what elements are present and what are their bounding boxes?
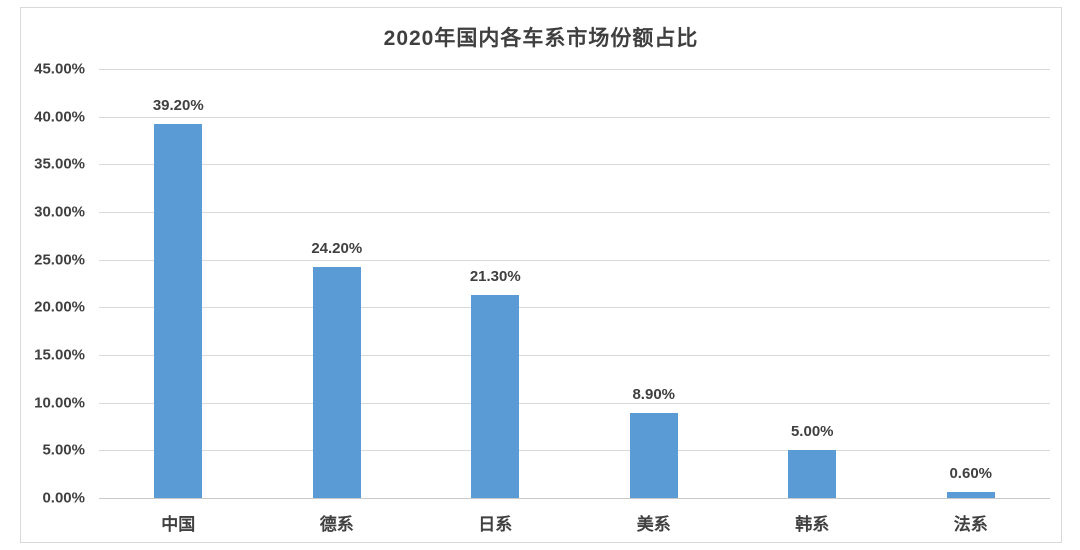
y-axis-tick-label: 0.00%	[42, 489, 85, 507]
gridline	[99, 69, 1050, 70]
gridline	[99, 259, 1050, 261]
x-axis-category-label: 日系	[478, 515, 513, 534]
x-axis-category-label: 法系	[953, 515, 988, 534]
y-axis-tick-label: 10.00%	[34, 394, 85, 412]
y-axis-tick-label: 45.00%	[34, 60, 85, 78]
bar-德系	[312, 267, 361, 498]
plot-area: 45.00% 40.00% 35.00% 30.00% 25.00% 20.00% 15.0…	[34, 61, 1050, 534]
bar-法系	[946, 492, 995, 498]
y-axis-tick-label: 25.00%	[34, 251, 85, 269]
bar-美系	[629, 413, 678, 498]
bar-value-label: 0.60%	[949, 465, 993, 483]
y-axis-tick-label: 20.00%	[34, 298, 85, 316]
chart-frame: 2020年国内各车系市场份额占比 45.00% 40.00% 35.00% 30.00…	[20, 7, 1062, 543]
bar-日系	[471, 294, 520, 498]
x-axis-category-label: 中国	[161, 515, 196, 534]
bar-中国	[154, 124, 203, 498]
gridline	[99, 212, 1050, 213]
y-axis-tick-label: 30.00%	[34, 203, 85, 221]
bar-value-label: 24.20%	[311, 240, 363, 258]
gridline	[99, 116, 1050, 118]
gridline	[99, 164, 1050, 166]
gridline	[99, 402, 1050, 404]
y-axis-tick-label: 35.00%	[34, 155, 85, 173]
y-axis-tick-label: 15.00%	[34, 346, 85, 364]
x-axis-category-label: 美系	[636, 515, 671, 534]
bar-value-label: 39.20%	[152, 97, 204, 115]
gridline	[99, 307, 1050, 309]
gridline	[99, 450, 1050, 452]
x-axis-line	[99, 498, 1050, 499]
bar-韩系	[788, 450, 837, 498]
y-axis-tick-label: 5.00%	[42, 441, 85, 459]
gridline	[99, 355, 1050, 356]
x-axis-category-label: 德系	[319, 515, 354, 534]
chart-title: 2020年国内各车系市场份额占比	[383, 27, 699, 50]
x-axis-category-label: 韩系	[795, 515, 830, 534]
y-axis-tick-label: 40.00%	[34, 108, 85, 126]
bar-value-label: 21.30%	[469, 267, 521, 285]
bar-value-label: 8.90%	[632, 386, 676, 404]
bar-value-label: 5.00%	[790, 423, 834, 441]
